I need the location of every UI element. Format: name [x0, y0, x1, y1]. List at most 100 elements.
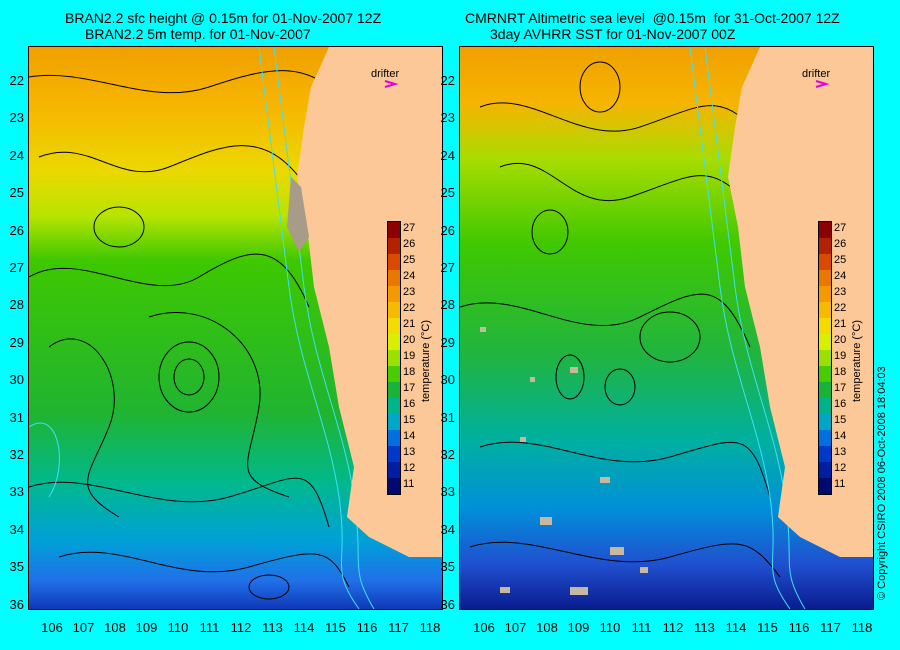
right-colorbar: [818, 221, 832, 495]
longitude-tick-label: 118: [851, 620, 873, 635]
colorbar-tick-label: 14: [403, 430, 416, 442]
colorbar-swatch: [819, 414, 831, 430]
latitude-tick-label: 22: [9, 73, 24, 88]
left-title-line2: BRAN2.2 5m temp. for 01-Nov-2007: [85, 26, 311, 42]
latitude-tick-label: 29: [440, 334, 455, 350]
copyright-credit: © Copyright CSIRO 2008 06-Oct-2008 18:04…: [876, 366, 888, 600]
latitude-tick-label: 34: [440, 521, 455, 537]
latitude-tick-label: 32: [440, 447, 455, 462]
colorbar-tick-label: 20: [403, 334, 416, 346]
right-colorbar-title: temperature (°C): [851, 319, 863, 402]
colorbar-swatch: [819, 334, 831, 350]
longitude-tick-label: 111: [631, 620, 652, 635]
colorbar-tick-label: 27: [834, 222, 847, 234]
longitude-tick-label: 113: [694, 620, 715, 635]
latitude-tick-label: 22: [440, 73, 455, 88]
colorbar-swatch: [388, 334, 400, 350]
colorbar-swatch: [388, 270, 400, 286]
latitude-tick-label: 24: [440, 147, 455, 163]
right-drifter-label: drifter: [802, 68, 830, 80]
colorbar-tick-label: 17: [834, 382, 847, 394]
right-cloud-patches: [480, 327, 648, 595]
colorbar-tick-label: 15: [403, 414, 416, 426]
latitude-tick-label: 32: [9, 447, 24, 462]
colorbar-tick-label: 18: [403, 366, 416, 378]
colorbar-swatch: [819, 446, 831, 462]
left-height-contours: [29, 70, 350, 600]
right-bathymetry-contours: [689, 47, 806, 609]
latitude-tick-label: 30: [9, 372, 24, 388]
colorbar-swatch: [388, 222, 400, 238]
longitude-tick-label: 116: [788, 620, 810, 635]
colorbar-swatch: [388, 286, 400, 302]
left-colorbar-title: temperature (°C): [420, 319, 432, 402]
left-drifter-marker: [384, 80, 399, 88]
longitude-tick-label: 106: [473, 620, 495, 635]
longitude-tick-label: 110: [167, 620, 189, 635]
left-land: [297, 47, 442, 557]
colorbar-tick-label: 25: [834, 254, 847, 266]
latitude-tick-label: 24: [9, 147, 24, 163]
latitude-tick-label: 27: [9, 260, 24, 275]
latitude-tick-label: 34: [9, 521, 24, 537]
colorbar-tick-label: 23: [834, 286, 847, 298]
colorbar-swatch: [819, 350, 831, 366]
right-map-panel: drifter: [459, 46, 874, 610]
colorbar-swatch: [819, 222, 831, 238]
longitude-tick-label: 110: [599, 620, 621, 635]
colorbar-swatch: [388, 254, 400, 270]
colorbar-tick-label: 21: [403, 318, 416, 330]
colorbar-swatch: [819, 286, 831, 302]
colorbar-tick-label: 19: [403, 350, 416, 362]
longitude-tick-label: 109: [567, 620, 590, 635]
latitude-tick-label: 35: [440, 559, 455, 575]
colorbar-swatch: [388, 366, 400, 382]
colorbar-swatch: [819, 478, 831, 494]
right-map-svg: drifter: [460, 47, 873, 609]
colorbar-tick-label: 23: [403, 286, 416, 298]
colorbar-tick-label: 12: [834, 462, 847, 474]
right-land: [728, 47, 873, 557]
longitude-tick-label: 115: [757, 620, 778, 635]
latitude-tick-label: 26: [9, 222, 24, 238]
colorbar-swatch: [388, 238, 400, 254]
colorbar-tick-label: 22: [403, 302, 416, 314]
latitude-tick-label: 28: [9, 297, 24, 313]
left-title-line1: BRAN2.2 sfc height @ 0.15m for 01-Nov-20…: [65, 10, 382, 26]
longitude-tick-label: 114: [725, 620, 747, 635]
colorbar-tick-label: 19: [834, 350, 847, 362]
colorbar-swatch: [819, 430, 831, 446]
colorbar-swatch: [819, 254, 831, 270]
latitude-tick-label: 35: [9, 559, 24, 575]
longitude-tick-label: 117: [388, 620, 409, 635]
colorbar-tick-label: 24: [403, 270, 416, 282]
colorbar-tick-label: 18: [834, 366, 847, 378]
longitude-tick-label: 112: [662, 620, 684, 635]
latitude-tick-label: 36: [9, 596, 24, 612]
longitude-tick-label: 107: [72, 620, 95, 635]
colorbar-tick-label: 26: [403, 238, 416, 250]
left-map-svg: drifter: [29, 47, 442, 609]
left-drifter-label: drifter: [371, 68, 399, 80]
longitude-tick-label: 108: [536, 620, 558, 635]
colorbar-swatch: [819, 238, 831, 254]
latitude-tick-label: 33: [440, 484, 455, 500]
colorbar-tick-label: 25: [403, 254, 416, 266]
colorbar-tick-label: 24: [834, 270, 847, 282]
right-title-line1: CMRNRT Altimetric sea level @0.15m for 3…: [465, 10, 840, 26]
colorbar-swatch: [819, 382, 831, 398]
latitude-tick-label: 23: [9, 110, 24, 126]
colorbar-tick-label: 11: [403, 478, 415, 490]
colorbar-tick-label: 16: [834, 398, 847, 410]
longitude-tick-label: 108: [104, 620, 126, 635]
latitude-tick-label: 29: [9, 334, 24, 350]
colorbar-swatch: [819, 462, 831, 478]
latitude-tick-label: 31: [440, 409, 455, 425]
left-map-panel: drifter: [28, 46, 443, 610]
right-height-contours: [460, 61, 781, 578]
latitude-tick-label: 25: [440, 185, 455, 201]
left-colorbar: [387, 221, 401, 495]
colorbar-tick-label: 22: [834, 302, 847, 314]
longitude-tick-label: 109: [135, 620, 158, 635]
longitude-tick-label: 107: [504, 620, 527, 635]
